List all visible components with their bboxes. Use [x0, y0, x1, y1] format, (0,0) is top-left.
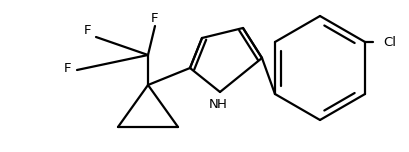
Text: F: F [84, 24, 92, 36]
Text: H: H [216, 98, 227, 112]
Text: N: N [209, 98, 218, 112]
Text: Cl: Cl [382, 36, 395, 48]
Text: F: F [151, 12, 158, 24]
Text: F: F [64, 62, 72, 74]
